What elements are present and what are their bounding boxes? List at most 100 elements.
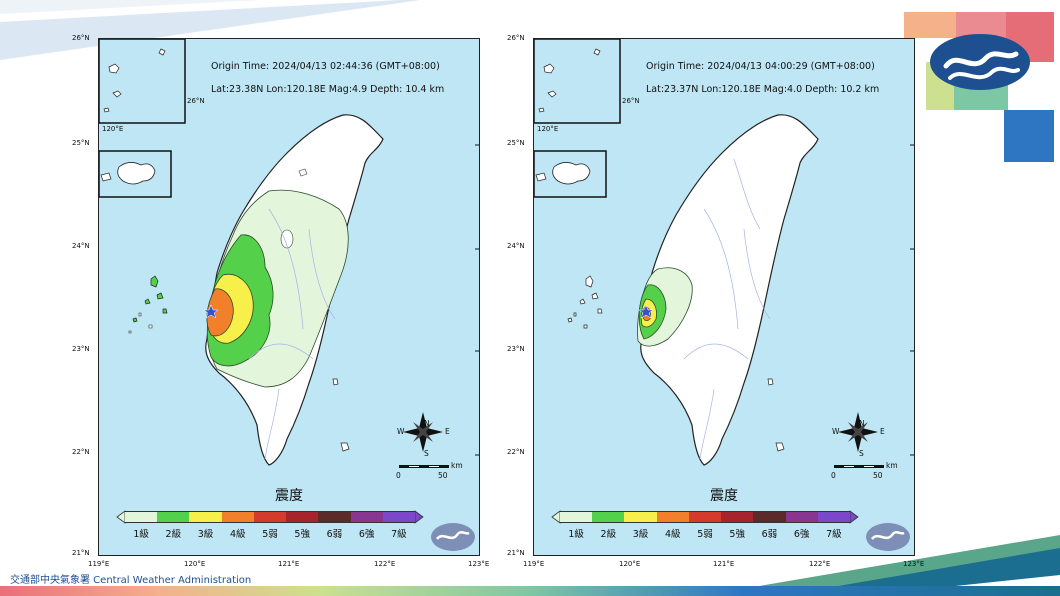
scale-zero: 0	[831, 471, 836, 480]
latitude-label: 26°N	[507, 34, 525, 42]
longitude-label: 122°E	[809, 560, 830, 568]
longitude-label: 120°E	[619, 560, 640, 568]
tile-orange	[904, 12, 956, 38]
latitude-label: 23°N	[72, 345, 90, 353]
taiwan-map-right	[534, 39, 915, 556]
longitude-label: 121°E	[278, 560, 299, 568]
longitude-label: 123°E	[468, 560, 489, 568]
intensity-map-left: Origin Time: 2024/04/13 02:44:36 (GMT+08…	[98, 38, 480, 556]
longitude-label: 119°E	[88, 560, 109, 568]
inset-lat-label: 26°N	[187, 97, 205, 105]
agency-footer: 交通部中央氣象署 Central Weather Administration	[10, 571, 251, 586]
legend-swatch	[318, 511, 350, 523]
legend-title: 震度	[99, 485, 479, 505]
scale-fifty: 50	[873, 471, 883, 480]
latitude-label: 25°N	[72, 139, 90, 147]
legend-swatch	[818, 511, 850, 523]
legend-labels: 1級 2級 3級 4級 5弱 5強 6弱 6強 7級	[560, 526, 850, 540]
legend-swatch	[254, 511, 286, 523]
legend-level-label: 3級	[189, 526, 221, 540]
latitude-label: 26°N	[72, 34, 90, 42]
inset-lon-label: 120°E	[102, 125, 123, 133]
legend-swatch	[624, 511, 656, 523]
compass-rose-icon	[403, 412, 443, 452]
compass-w: W	[397, 427, 404, 436]
legend-swatch	[592, 511, 624, 523]
legend-level-label: 7級	[383, 526, 415, 540]
legend-color-bar	[560, 511, 850, 523]
compass-w: W	[832, 427, 839, 436]
latitude-label: 22°N	[507, 448, 525, 456]
compass-rose-icon	[838, 412, 878, 452]
latitude-label: 24°N	[507, 242, 525, 250]
scale-fifty: 50	[438, 471, 448, 480]
compass-e: E	[445, 427, 450, 436]
legend-level-label: 5弱	[689, 526, 721, 540]
legend-color-bar	[125, 511, 415, 523]
scale-zero: 0	[396, 471, 401, 480]
longitude-label: 119°E	[523, 560, 544, 568]
legend-level-label: 5弱	[254, 526, 286, 540]
bottom-color-stripe	[0, 586, 1060, 596]
latitude-label: 23°N	[507, 345, 525, 353]
legend-labels: 1級 2級 3級 4級 5弱 5強 6弱 6強 7級	[125, 526, 415, 540]
latitude-label: 25°N	[507, 139, 525, 147]
penghu-islands	[568, 276, 602, 328]
compass-n: N	[859, 419, 865, 428]
legend-swatch	[157, 511, 189, 523]
longitude-label: 122°E	[374, 560, 395, 568]
legend-level-label: 5強	[721, 526, 753, 540]
legend-level-label: 6弱	[318, 526, 350, 540]
inset-kinmen-box	[99, 39, 185, 123]
intensity-map-right: Origin Time: 2024/04/13 04:00:29 (GMT+08…	[533, 38, 915, 556]
legend-level-label: 2級	[157, 526, 189, 540]
legend-title: 震度	[534, 485, 914, 505]
legend-level-label: 3級	[624, 526, 656, 540]
legend-level-label: 4級	[222, 526, 254, 540]
latitude-label: 22°N	[72, 448, 90, 456]
legend-swatch	[189, 511, 221, 523]
longitude-label: 120°E	[184, 560, 205, 568]
legend-level-label: 2級	[592, 526, 624, 540]
latitude-label: 21°N	[72, 549, 90, 557]
legend-level-label: 4級	[657, 526, 689, 540]
compass-s: S	[424, 449, 429, 458]
legend-swatch	[753, 511, 785, 523]
latitude-label: 21°N	[507, 549, 525, 557]
legend-swatch	[786, 511, 818, 523]
origin-time: Origin Time: 2024/04/13 02:44:36 (GMT+08…	[211, 55, 444, 78]
legend-level-label: 5強	[286, 526, 318, 540]
legend-swatch	[383, 511, 415, 523]
legend-swatch	[560, 511, 592, 523]
compass-e: E	[880, 427, 885, 436]
legend-swatch	[657, 511, 689, 523]
origin-info: Origin Time: 2024/04/13 04:00:29 (GMT+08…	[646, 55, 879, 101]
legend-level-label: 7級	[818, 526, 850, 540]
longitude-label: 123°E	[903, 560, 924, 568]
legend-swatch	[351, 511, 383, 523]
origin-time: Origin Time: 2024/04/13 04:00:29 (GMT+08…	[646, 55, 879, 78]
epicenter-location: Lat:23.38N Lon:120.18E Mag:4.9 Depth: 10…	[211, 78, 444, 101]
longitude-label: 121°E	[713, 560, 734, 568]
epicenter-location: Lat:23.37N Lon:120.18E Mag:4.0 Depth: 10…	[646, 78, 879, 101]
legend-level-label: 6強	[786, 526, 818, 540]
penghu-islands	[133, 276, 167, 322]
legend-swatch	[222, 511, 254, 523]
legend-level-label: 6強	[351, 526, 383, 540]
legend-level-label: 1級	[125, 526, 157, 540]
legend-swatch	[721, 511, 753, 523]
scale-bar	[399, 465, 449, 468]
scale-unit: km	[451, 461, 463, 470]
legend-swatch	[286, 511, 318, 523]
taiwan-map-left	[99, 39, 480, 556]
legend-swatch	[689, 511, 721, 523]
legend-level-label: 6弱	[753, 526, 785, 540]
compass-n: N	[424, 419, 430, 428]
scale-unit: km	[886, 461, 898, 470]
latitude-label: 24°N	[72, 242, 90, 250]
inset-lat-label: 26°N	[622, 97, 640, 105]
origin-info: Origin Time: 2024/04/13 02:44:36 (GMT+08…	[211, 55, 444, 101]
legend-swatch	[125, 511, 157, 523]
inset-kinmen-box	[534, 39, 620, 123]
legend-level-label: 1級	[560, 526, 592, 540]
